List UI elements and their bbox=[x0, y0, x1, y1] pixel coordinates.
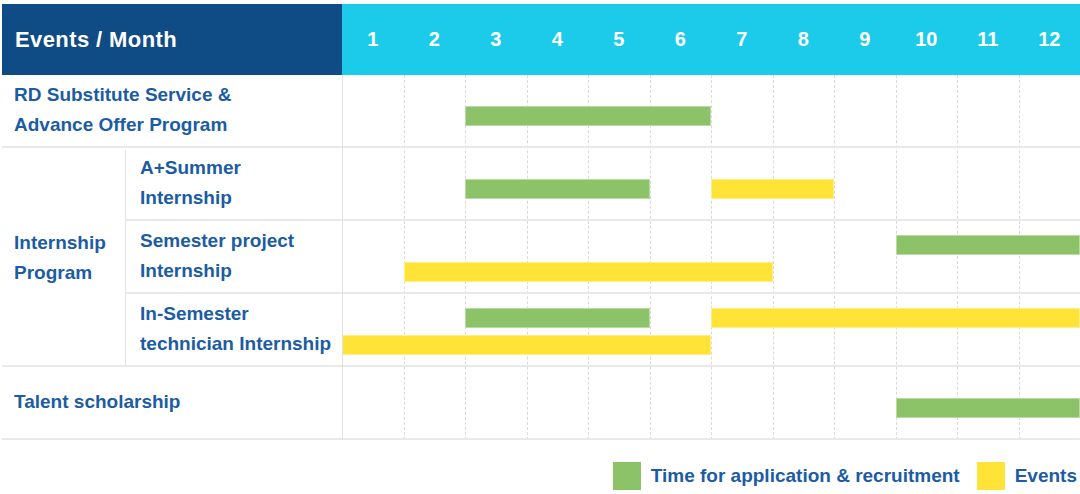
month-header-cell: 1 bbox=[342, 4, 404, 75]
row-label: A+Summer Internship bbox=[126, 148, 342, 217]
gantt-row: A+Summer Internship bbox=[2, 148, 1080, 221]
month-header-cell: 10 bbox=[896, 4, 958, 75]
gantt-bar-green bbox=[896, 398, 1080, 418]
legend-item-events: Events bbox=[977, 462, 1077, 490]
gantt-row: RD Substitute Service & Advance Offer Pr… bbox=[2, 75, 1080, 148]
gantt-bar-yellow bbox=[711, 179, 834, 199]
legend-swatch-green bbox=[613, 462, 641, 490]
table-header-row: Events / Month 123456789101112 bbox=[2, 4, 1080, 75]
month-header-cell: 11 bbox=[957, 4, 1019, 75]
legend-item-application-recruitment: Time for application & recruitment bbox=[613, 462, 960, 490]
month-header-cell: 12 bbox=[1019, 4, 1080, 75]
legend-swatch-yellow bbox=[977, 462, 1005, 490]
row-chart-area bbox=[342, 221, 1080, 292]
gantt-row: Talent scholarship bbox=[2, 367, 1080, 440]
events-month-header-cell: Events / Month bbox=[2, 4, 342, 75]
legend-label-application-recruitment: Time for application & recruitment bbox=[651, 465, 960, 487]
month-header-cell: 7 bbox=[711, 4, 773, 75]
month-header-cell: 3 bbox=[465, 4, 527, 75]
month-header-cell: 6 bbox=[650, 4, 712, 75]
month-header-cell: 4 bbox=[527, 4, 589, 75]
gantt-row: Semester project Internship bbox=[2, 221, 1080, 294]
gantt-bar-green bbox=[465, 308, 650, 328]
row-label: Semester project Internship bbox=[126, 221, 342, 290]
row-label: RD Substitute Service & Advance Offer Pr… bbox=[2, 75, 342, 144]
gantt-row: In-Semester technician Internship bbox=[2, 294, 1080, 367]
row-label: In-Semester technician Internship bbox=[126, 294, 342, 363]
month-header-cell: 2 bbox=[404, 4, 466, 75]
gantt-bar-green bbox=[465, 179, 650, 199]
gantt-bar-yellow bbox=[711, 308, 1080, 328]
month-header-cell: 9 bbox=[834, 4, 896, 75]
row-label: Talent scholarship bbox=[2, 367, 342, 436]
row-chart-area bbox=[342, 75, 1080, 146]
label-column-divider bbox=[342, 75, 343, 440]
row-chart-area bbox=[342, 367, 1080, 438]
group-label-internship-program: Internship Program bbox=[2, 150, 126, 365]
gantt-table: Events / Month 123456789101112 RD Substi… bbox=[2, 4, 1080, 440]
legend: Time for application & recruitment Event… bbox=[613, 460, 1077, 492]
legend-label-events: Events bbox=[1015, 465, 1077, 487]
month-header-cell: 5 bbox=[588, 4, 650, 75]
row-chart-area bbox=[342, 294, 1080, 365]
month-header-cell: 8 bbox=[773, 4, 835, 75]
gantt-bar-yellow bbox=[342, 335, 711, 355]
gantt-bar-green bbox=[465, 106, 711, 126]
row-chart-area bbox=[342, 148, 1080, 219]
gantt-bar-yellow bbox=[404, 262, 773, 282]
gantt-bar-green bbox=[896, 235, 1080, 255]
month-header-strip: 123456789101112 bbox=[342, 4, 1080, 75]
